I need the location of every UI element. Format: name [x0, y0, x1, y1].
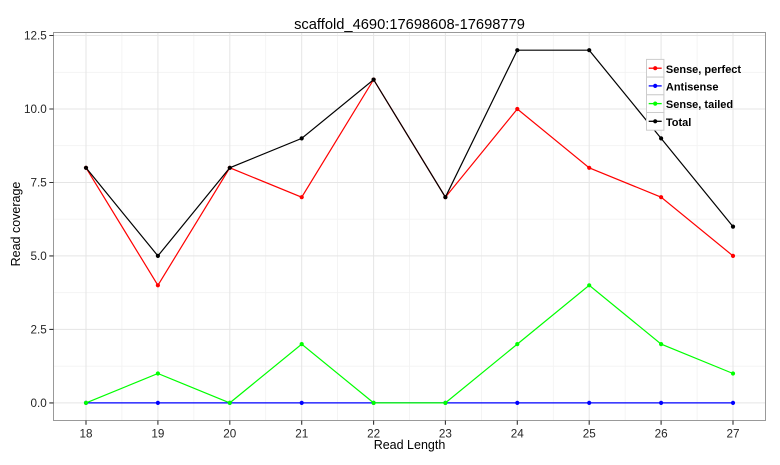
- svg-text:22: 22: [367, 428, 380, 441]
- svg-text:10.0: 10.0: [24, 103, 47, 116]
- svg-text:Read coverage: Read coverage: [9, 182, 23, 267]
- svg-text:18: 18: [79, 428, 92, 441]
- svg-text:Sense, tailed: Sense, tailed: [666, 99, 733, 111]
- svg-text:Antisense: Antisense: [666, 81, 719, 93]
- svg-text:Total: Total: [666, 117, 691, 129]
- svg-text:scaffold_4690:17698608-1769877: scaffold_4690:17698608-17698779: [294, 17, 525, 33]
- svg-text:2.5: 2.5: [31, 324, 48, 337]
- svg-text:25: 25: [583, 428, 597, 441]
- svg-text:0.0: 0.0: [31, 397, 48, 410]
- svg-text:24: 24: [511, 428, 525, 441]
- svg-text:23: 23: [439, 428, 452, 441]
- svg-text:Read Length: Read Length: [374, 438, 446, 452]
- svg-text:Sense, perfect: Sense, perfect: [666, 64, 742, 76]
- svg-text:7.5: 7.5: [31, 177, 48, 190]
- svg-text:5.0: 5.0: [31, 250, 48, 263]
- svg-text:26: 26: [655, 428, 668, 441]
- svg-text:21: 21: [295, 428, 308, 441]
- svg-text:19: 19: [151, 428, 164, 441]
- svg-text:20: 20: [223, 428, 237, 441]
- svg-text:12.5: 12.5: [24, 30, 47, 43]
- svg-text:27: 27: [726, 428, 739, 441]
